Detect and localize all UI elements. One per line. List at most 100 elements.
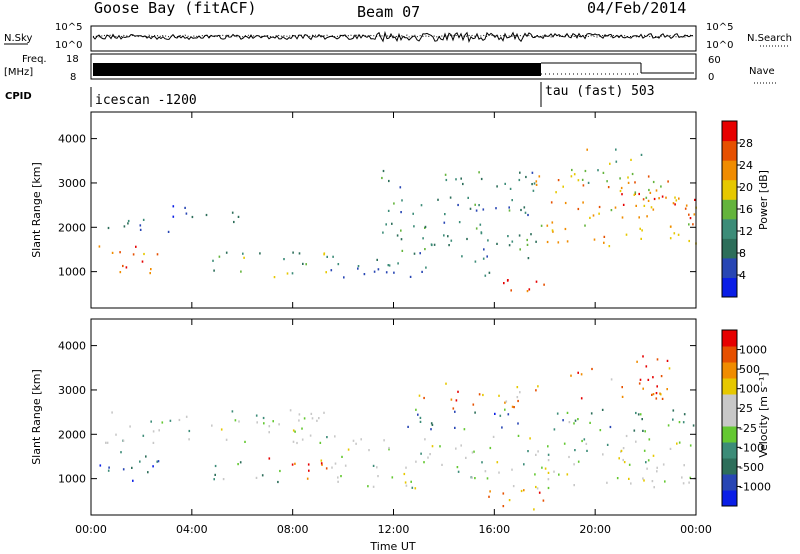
power-cell	[298, 252, 301, 255]
power-cell	[119, 271, 122, 274]
power-cell	[393, 271, 395, 274]
power-y-axis-label: Slant Range [km]	[30, 162, 43, 258]
power-cell	[570, 175, 573, 178]
power-data-cells	[98, 148, 697, 293]
power-cell	[323, 253, 325, 256]
velocity-cell	[553, 428, 556, 431]
power-panel: 1000 2000 3000 4000 Slant Range [km]	[30, 111, 697, 309]
power-cell	[139, 224, 142, 227]
power-cell	[520, 208, 522, 212]
power-cell	[343, 276, 345, 279]
power-cell	[526, 243, 529, 246]
velocity-cell	[511, 468, 513, 471]
velocity-cell	[647, 459, 650, 462]
colorbar-swatch	[722, 238, 737, 259]
velocity-cell	[337, 480, 339, 483]
velocity-cell	[642, 387, 644, 390]
y-tick-label: 4000	[58, 133, 86, 146]
velocity-cell	[484, 470, 487, 473]
colorbar-frame	[721, 329, 738, 507]
power-cell	[587, 181, 590, 184]
cpid-strip: CPID icescan -1200 tau (fast) 503	[5, 82, 655, 108]
velocity-cell	[431, 445, 434, 448]
station-title: Goose Bay (fitACF)	[94, 0, 257, 17]
velocity-cell	[519, 391, 521, 394]
velocity-cell	[682, 421, 685, 424]
power-cell	[480, 232, 483, 235]
velocity-cell	[289, 409, 292, 412]
velocity-cell	[463, 428, 466, 431]
velocity-cell	[642, 429, 644, 432]
power-cell	[519, 171, 521, 174]
colorbar-swatch	[722, 179, 737, 200]
velocity-cell	[535, 485, 537, 489]
power-cell	[510, 289, 512, 292]
y-tick-label: 3000	[58, 384, 86, 397]
colorbar-swatch	[722, 442, 737, 459]
velocity-cell	[152, 430, 155, 433]
velocity-cell	[517, 399, 519, 403]
velocity-cell	[415, 408, 417, 411]
velocity-cell	[547, 459, 550, 462]
velocity-cell	[376, 466, 378, 469]
power-cell	[475, 227, 478, 230]
velocity-cell	[574, 449, 576, 452]
power-cell	[495, 207, 497, 210]
power-cell	[449, 196, 452, 199]
power-cell	[688, 213, 690, 216]
velocity-cell	[682, 482, 685, 485]
power-cell	[538, 175, 541, 178]
velocity-cell	[478, 393, 481, 396]
power-cell	[646, 215, 648, 218]
velocity-cell	[142, 434, 145, 437]
power-cell	[552, 230, 554, 233]
freq-tick-bottom: 8	[70, 72, 76, 83]
velocity-cell	[573, 484, 575, 487]
colorbar-swatch	[722, 426, 737, 443]
power-cell	[528, 288, 531, 291]
power-cell	[608, 245, 611, 248]
velocity-cell	[643, 449, 646, 452]
velocity-cell	[423, 461, 425, 464]
power-cell	[504, 182, 506, 185]
velocity-cell	[489, 490, 491, 493]
power-cell	[399, 186, 402, 189]
power-cell	[111, 251, 114, 254]
velocity-cell	[644, 430, 646, 433]
colorbar-swatch	[722, 121, 737, 142]
power-cell	[535, 183, 538, 186]
power-cell	[533, 182, 536, 185]
power-colorbar-tick-label: 24	[739, 159, 753, 172]
date-title: 04/Feb/2014	[587, 0, 686, 17]
power-cell	[551, 221, 554, 224]
velocity-cell	[553, 470, 555, 473]
power-cell	[640, 153, 643, 156]
power-cell	[387, 264, 390, 267]
cpid-mode-1: icescan -1200	[95, 93, 197, 108]
power-cell	[305, 263, 307, 266]
power-cell	[540, 224, 543, 227]
velocity-cell	[496, 461, 499, 464]
velocity-cell	[352, 439, 355, 442]
velocity-cell	[583, 438, 586, 441]
colorbar-swatch	[722, 362, 737, 379]
velocity-cell	[419, 420, 422, 423]
power-cell	[607, 186, 610, 189]
velocity-cell	[651, 480, 654, 483]
velocity-cell	[430, 428, 432, 431]
velocity-colorbar-tick-label: -1000	[739, 480, 771, 493]
velocity-cell	[105, 441, 107, 444]
y-tick-label: 3000	[58, 177, 86, 190]
freq-band-icescan	[93, 63, 541, 76]
power-cell	[460, 177, 462, 180]
nsky-frame	[90, 25, 697, 52]
power-cell	[633, 193, 636, 196]
power-cell	[461, 255, 463, 258]
velocity-cell	[563, 442, 566, 445]
velocity-cell	[602, 453, 604, 456]
velocity-cell	[237, 463, 239, 466]
velocity-cell	[618, 457, 620, 460]
power-cell	[688, 223, 690, 226]
velocity-cell	[639, 413, 642, 416]
power-cell	[385, 223, 387, 226]
